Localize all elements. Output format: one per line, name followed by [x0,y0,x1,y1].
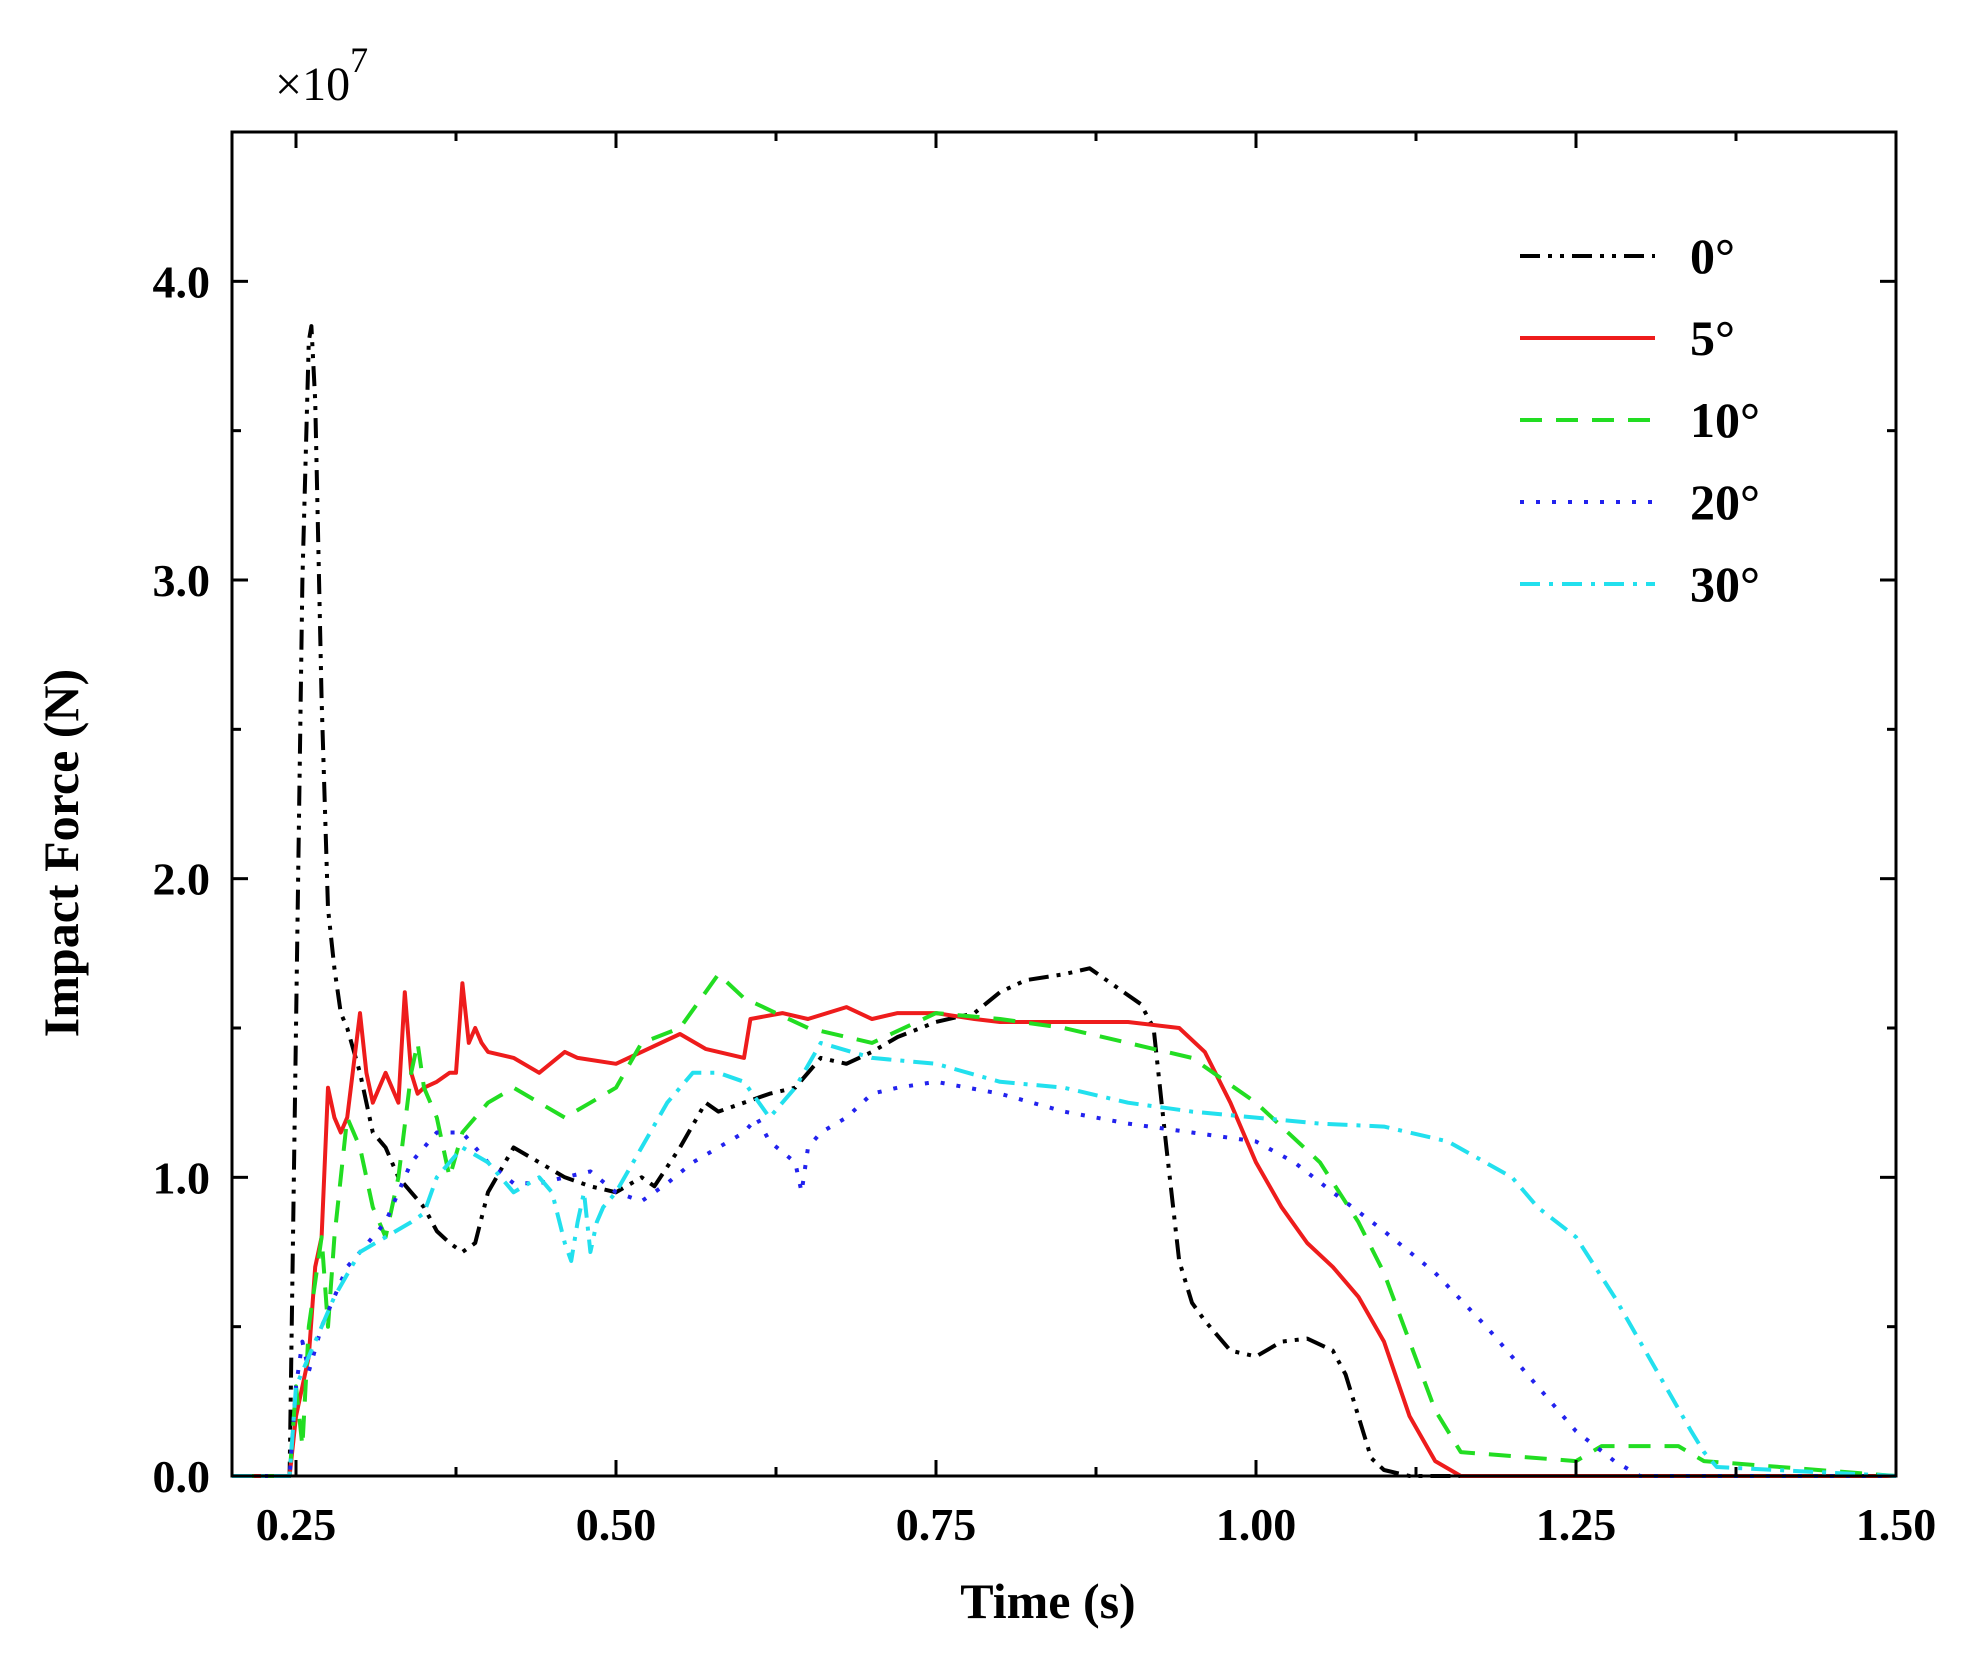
x-tick-label: 1.50 [1856,1499,1937,1550]
series-line-4 [232,1040,1897,1478]
legend-label-0: 0° [1690,228,1735,284]
legend: 0° 5° 10° 20° 30° [1520,228,1760,612]
y-multiplier: ×107 [275,40,368,111]
y-tick-label: 4.0 [153,256,211,307]
x-tick-label: 0.50 [576,1499,657,1550]
legend-label-3: 20° [1690,474,1760,530]
series-layer [232,324,1897,1478]
y-tick-label: 0.0 [153,1451,211,1502]
y-tick-label: 2.0 [153,854,211,905]
x-axis-title: Time (s) [960,1573,1135,1629]
series-line-1 [232,981,1896,1478]
series-line-0 [232,324,1896,1478]
legend-label-1: 5° [1690,310,1735,366]
y-tick-label: 1.0 [153,1152,211,1203]
plot-frame [230,130,1898,1478]
y-tick-label: 3.0 [153,555,211,606]
legend-label-4: 30° [1690,556,1760,612]
series-line-3 [232,1079,1896,1478]
y-axis-title: Impact Force (N) [33,669,89,1037]
series-line-2 [232,972,1897,1478]
x-tick-label: 0.25 [256,1499,337,1550]
ticks-layer: 0.25 0.50 0.75 1.00 1.25 1.50 0.0 1.0 2.0 3.0 4.0 [153,132,1937,1550]
x-tick-label: 0.75 [896,1499,977,1550]
x-tick-label: 1.25 [1536,1499,1617,1550]
x-tick-label: 1.00 [1216,1499,1297,1550]
y-multiplier-exponent: 7 [350,40,368,80]
legend-label-2: 10° [1690,392,1760,448]
